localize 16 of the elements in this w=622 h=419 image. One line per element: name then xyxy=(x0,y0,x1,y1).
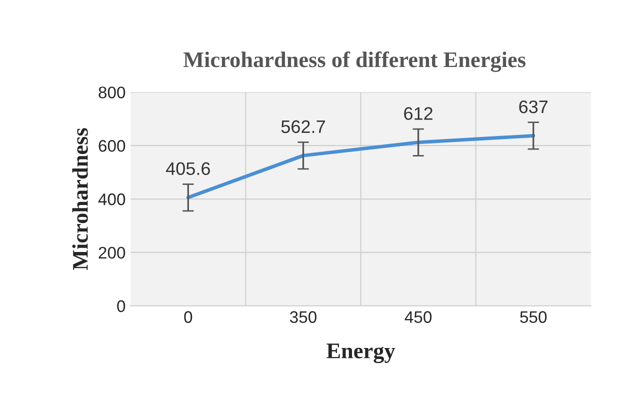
y-tick-label: 400 xyxy=(98,193,126,206)
x-tick-label: 550 xyxy=(520,311,547,323)
x-axis-title: Energy xyxy=(326,344,396,364)
y-tick-label: 200 xyxy=(98,246,126,259)
data-label: 562.7 xyxy=(281,120,325,134)
y-axis-title: Microhardness xyxy=(72,128,88,270)
x-tick-label: 350 xyxy=(290,311,316,323)
data-label: 612 xyxy=(404,107,432,120)
data-label: 405.6 xyxy=(166,162,210,176)
y-tick-label: 800 xyxy=(98,86,126,98)
data-label: 637 xyxy=(519,100,548,114)
y-tick-label: 0 xyxy=(117,300,126,312)
x-tick-label: 0 xyxy=(184,311,192,323)
y-tick-label: 600 xyxy=(98,140,126,152)
x-tick-label: 450 xyxy=(404,311,432,323)
chart-title: Microhardness of different Energies xyxy=(183,51,526,72)
